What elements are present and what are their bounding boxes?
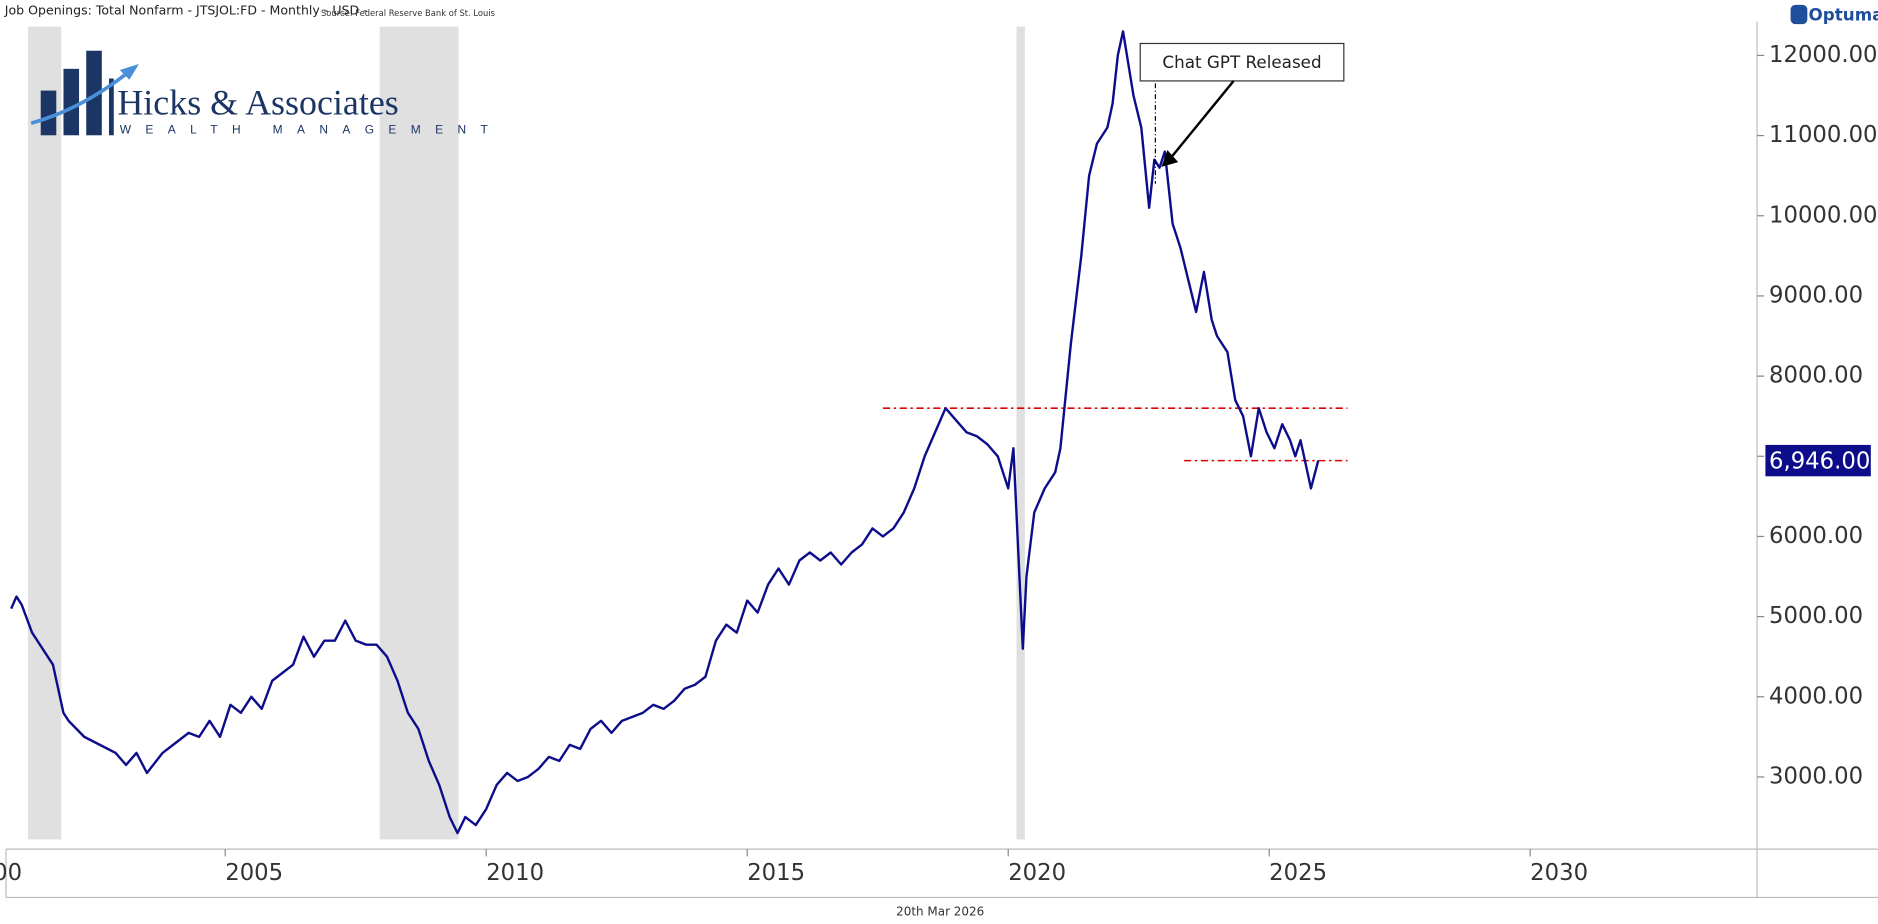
logo-bar <box>108 78 114 136</box>
logo-name: Hicks & Associates <box>117 82 398 122</box>
chart-title: Job Openings: Total Nonfarm - JTSJOL:FD … <box>4 2 368 17</box>
y-tick-label: 6000.00 <box>1769 523 1863 549</box>
logo-bar <box>63 68 80 136</box>
logo-bar <box>86 50 102 136</box>
annotation-box <box>1139 42 1345 82</box>
x-tick-label: 2030 <box>1530 860 1588 886</box>
x-tick-label: 2000 <box>0 860 22 886</box>
x-tick-label: 2020 <box>1008 860 1066 886</box>
plot-area <box>10 26 1348 840</box>
y-tick-label: 11000.00 <box>1769 122 1878 148</box>
y-tick-label: 4000.00 <box>1769 683 1863 709</box>
recession-band <box>1016 26 1025 840</box>
x-tick-label: 2010 <box>486 860 544 886</box>
brand: Optuma <box>1790 4 1878 25</box>
logo-arrowhead <box>119 64 139 80</box>
y-tick-label: 9000.00 <box>1769 282 1863 308</box>
recession-band <box>379 26 459 840</box>
y-tick-label: 10000.00 <box>1769 202 1878 228</box>
logo: Hicks & Associates WEALTH MANAGEMENT <box>30 50 502 137</box>
annotation-arrow <box>1166 80 1235 163</box>
y-tick-label: 3000.00 <box>1769 763 1863 789</box>
brand-icon <box>1790 4 1808 25</box>
x-tick-label: 2025 <box>1269 860 1327 886</box>
footer-date: 20th Mar 2026 <box>896 904 984 918</box>
x-tick-label: 2005 <box>225 860 283 886</box>
last-value-label: 6,946.00 <box>1769 448 1870 474</box>
annotation-arrowhead <box>1161 149 1179 167</box>
logo-bar <box>40 90 57 136</box>
x-tick-label: 2015 <box>747 860 805 886</box>
brand-name: Optuma <box>1809 5 1878 25</box>
last-value-box <box>1765 444 1871 477</box>
logo-tagline: WEALTH MANAGEMENT <box>120 123 502 137</box>
annotation-text: Chat GPT Released <box>1162 52 1321 72</box>
logo-arrow <box>30 66 136 125</box>
y-tick-label: 12000.00 <box>1769 42 1878 68</box>
y-tick-label: 8000.00 <box>1769 363 1863 389</box>
source: Source: Federal Reserve Bank of St. Loui… <box>321 8 495 18</box>
recession-band <box>27 26 62 840</box>
y-tick-label: 5000.00 <box>1769 603 1863 629</box>
